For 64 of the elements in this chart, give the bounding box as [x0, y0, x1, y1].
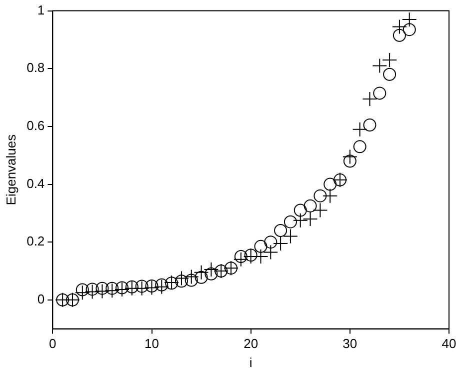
point	[312, 202, 328, 218]
point	[194, 270, 208, 284]
point	[263, 244, 278, 260]
y-tick-label: 0.8	[26, 60, 45, 76]
point	[353, 140, 366, 154]
point	[74, 285, 90, 300]
point	[392, 28, 406, 42]
point	[343, 154, 356, 168]
x-tick-label: 20	[244, 336, 258, 352]
point	[264, 236, 278, 249]
point	[294, 204, 307, 217]
point	[233, 252, 248, 267]
x-tick-label: 10	[144, 336, 159, 352]
point	[134, 280, 150, 296]
y-tick-label: 0	[37, 291, 45, 306]
point	[174, 270, 189, 286]
point	[234, 250, 248, 264]
x-axis-title: i	[249, 354, 252, 370]
point	[106, 282, 119, 295]
point	[204, 267, 218, 280]
point	[84, 284, 100, 300]
point	[363, 118, 376, 132]
point	[154, 279, 170, 294]
point	[324, 178, 337, 191]
point	[94, 284, 110, 299]
point	[135, 280, 148, 293]
point	[352, 122, 368, 137]
point	[402, 12, 417, 27]
x-tick-label: 0	[49, 336, 56, 352]
point	[96, 282, 109, 295]
x-tick-label: 30	[342, 336, 358, 352]
point	[322, 188, 338, 204]
y-axis-title: Eigenvalues	[3, 134, 18, 206]
point	[274, 224, 288, 238]
point	[314, 189, 327, 202]
y-tick-label: 0.6	[26, 118, 45, 134]
point	[184, 274, 198, 287]
point	[382, 52, 398, 68]
point	[402, 23, 416, 36]
point	[194, 264, 209, 280]
point	[273, 236, 288, 252]
y-tick-label: 0.4	[26, 176, 45, 191]
point	[302, 211, 318, 226]
point	[373, 86, 386, 100]
point	[362, 91, 378, 106]
point	[76, 283, 89, 296]
point	[292, 212, 308, 228]
point	[383, 68, 396, 81]
point	[204, 262, 219, 278]
point	[174, 274, 188, 288]
point	[372, 58, 388, 74]
point	[184, 269, 199, 284]
point	[282, 228, 298, 244]
point	[254, 240, 268, 253]
x-tick-label: 40	[442, 336, 456, 352]
y-tick-label: 1	[37, 2, 45, 18]
point	[284, 215, 297, 228]
y-tick-label: 0.2	[26, 234, 45, 249]
point	[155, 278, 168, 292]
point	[86, 282, 99, 296]
point	[342, 149, 358, 164]
point	[104, 283, 120, 298]
point	[392, 19, 407, 34]
point	[304, 199, 317, 212]
